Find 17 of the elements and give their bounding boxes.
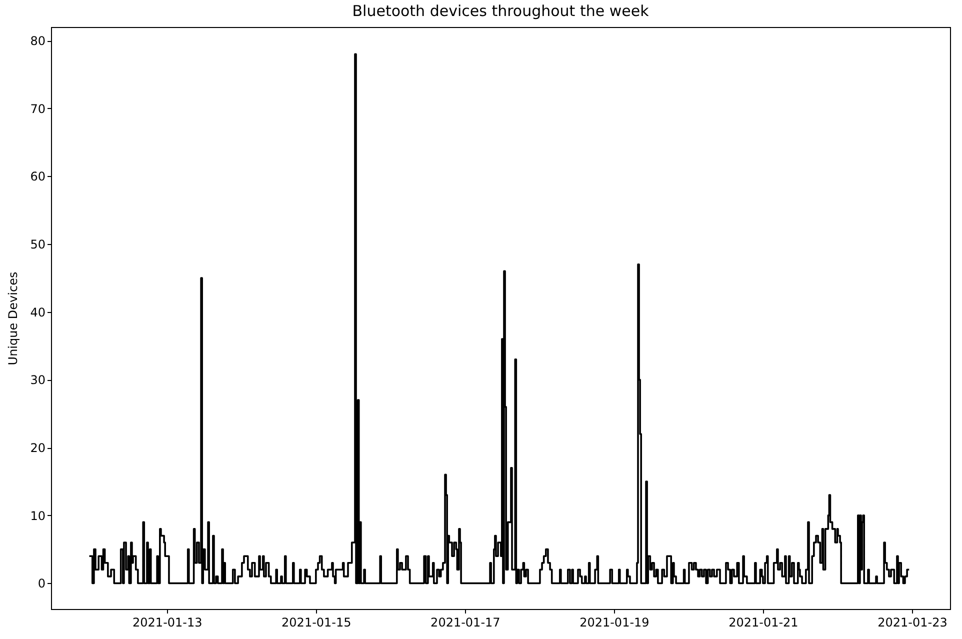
x-tick-label: 2021-01-23: [878, 616, 948, 630]
y-tick-label: 0: [38, 576, 46, 591]
y-tick-label: 20: [30, 441, 46, 456]
y-axis-title: Unique Devices: [6, 272, 20, 366]
y-tick-label: 40: [30, 305, 46, 320]
y-tick-label: 50: [30, 238, 46, 252]
chart-title: Bluetooth devices throughout the week: [352, 2, 650, 20]
y-tick-label: 10: [30, 508, 46, 523]
y-tick-label: 80: [30, 34, 46, 48]
x-tick-label: 2021-01-19: [580, 616, 650, 630]
x-tick-label: 2021-01-15: [282, 616, 352, 630]
y-tick-label: 30: [30, 373, 46, 388]
x-tick-label: 2021-01-13: [132, 616, 202, 630]
x-tick-label: 2021-01-17: [430, 616, 500, 630]
x-tick-label: 2021-01-21: [728, 616, 798, 630]
y-tick-label: 60: [30, 170, 46, 184]
y-tick-label: 70: [30, 102, 46, 116]
